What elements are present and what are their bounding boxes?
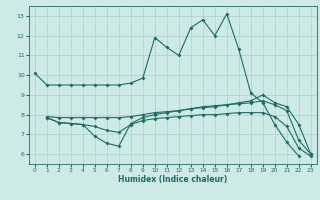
X-axis label: Humidex (Indice chaleur): Humidex (Indice chaleur)	[118, 175, 228, 184]
